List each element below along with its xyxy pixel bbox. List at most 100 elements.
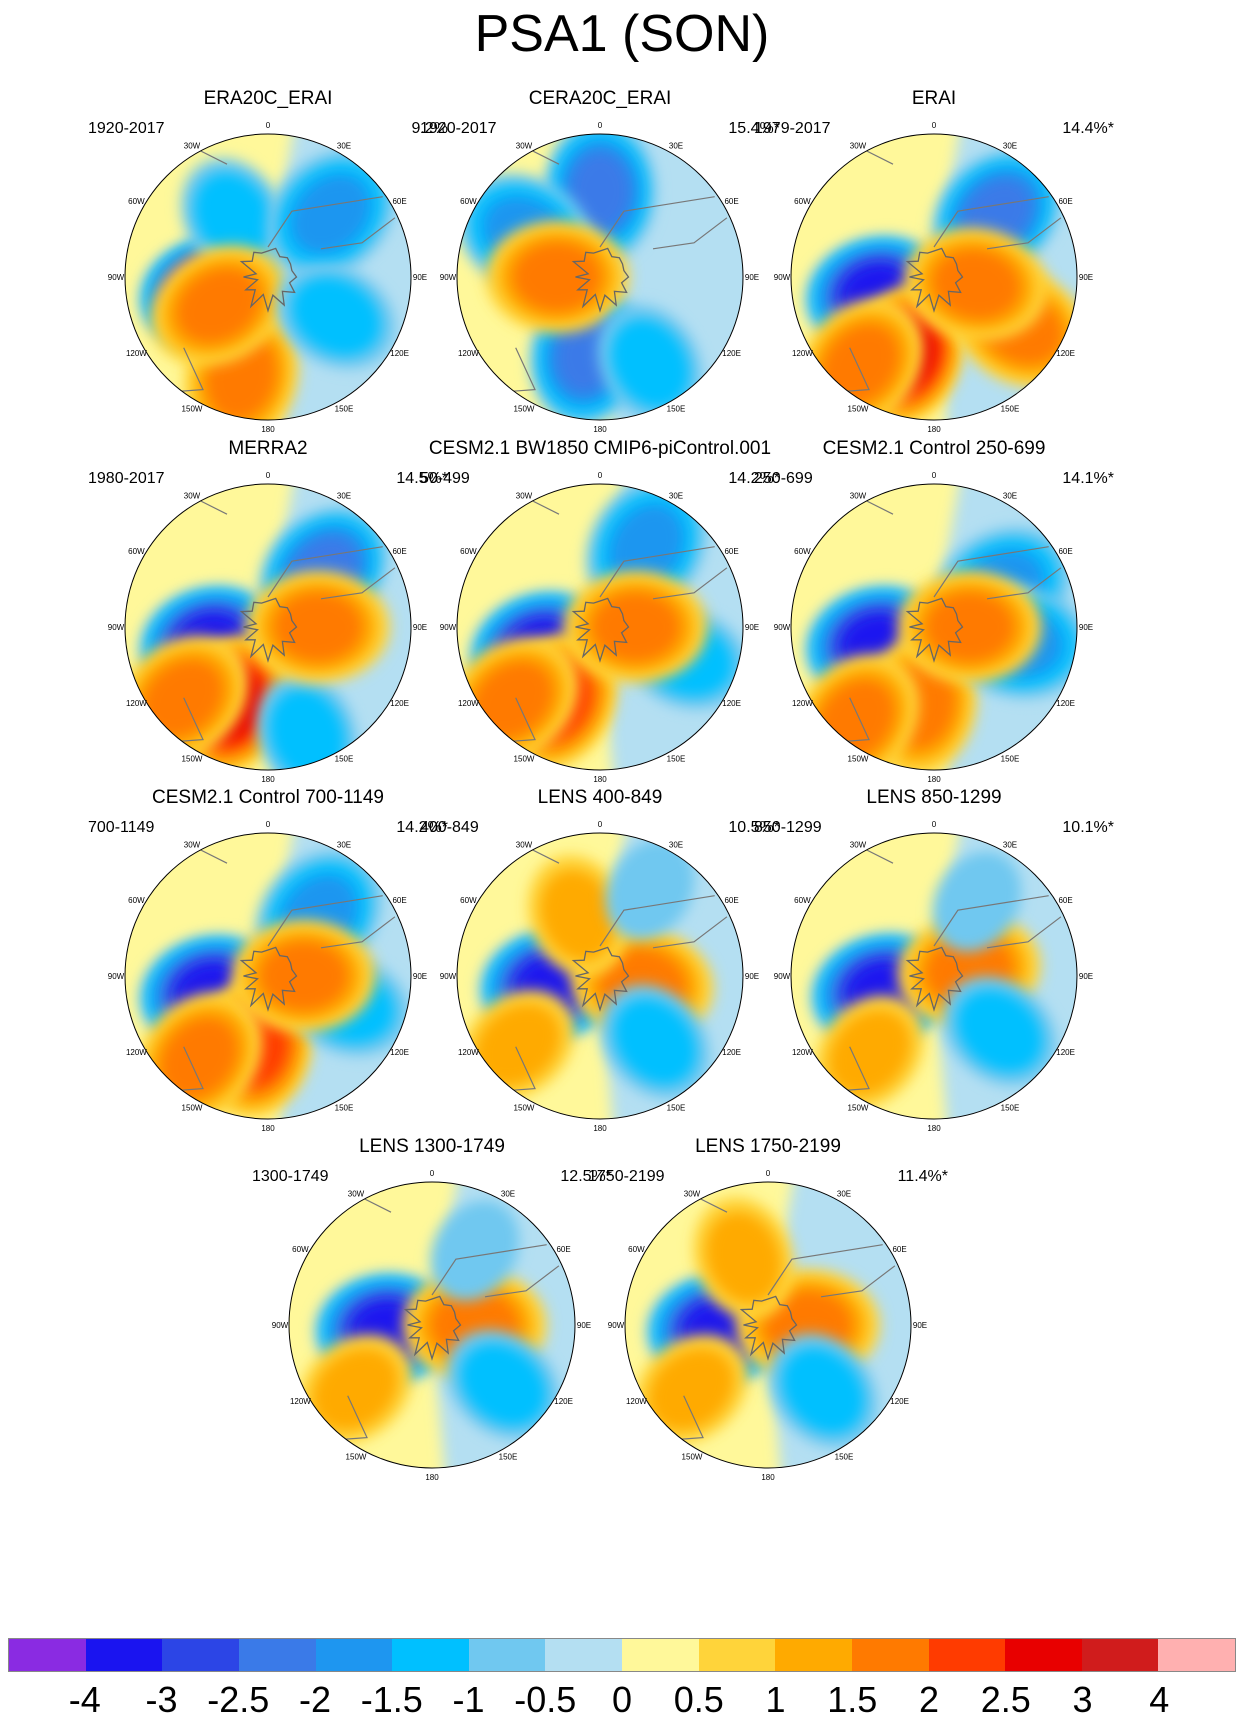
- longitude-label: 60E: [724, 896, 738, 905]
- anomaly-contour: [291, 276, 381, 356]
- map-panel: LENS 1750-2199 1750-2199 11.4%* 0 30E 60E 90E 1…: [588, 1136, 948, 1486]
- longitude-label: 30E: [337, 840, 351, 849]
- longitude-label: 150E: [667, 405, 686, 414]
- map-panel: CESM2.1 Control 700-1149 700-1149 14.2%* 0 3…: [88, 787, 448, 1137]
- longitude-label: 30W: [184, 491, 201, 500]
- longitude-label: 60W: [794, 547, 811, 556]
- colorbar-label: -0.5: [514, 1679, 577, 1720]
- longitude-label: 90E: [913, 1321, 927, 1330]
- continent-coastline: [933, 546, 1049, 598]
- polar-map: 0 30E 60E 90E 120E 150E 180 150W 120W 90W 60W 30W: [774, 121, 1093, 434]
- panel-period: 400-849: [420, 819, 479, 836]
- longitude-label: 60W: [128, 547, 145, 556]
- continent-coastline: [267, 196, 383, 248]
- antarctica-coastline: [571, 946, 630, 1012]
- colorbar-segment: [928, 1639, 1006, 1671]
- longitude-label: 180: [927, 775, 941, 784]
- longitude-label: 60E: [392, 896, 406, 905]
- anomaly-contour: [460, 1343, 547, 1427]
- colorbar-segment: [468, 1639, 546, 1671]
- anomaly-contour: [956, 989, 1043, 1073]
- longitude-label: 150E: [835, 1453, 854, 1462]
- continent-coastline: [986, 916, 1062, 949]
- colorbar-label: -2.5: [207, 1679, 270, 1720]
- colorbar-label: 0.5: [673, 1679, 724, 1720]
- colorbar-label: 1.5: [827, 1679, 878, 1720]
- polar-map: 0 30E 60E 90E 120E 150E 180 150W 120W 90W 60W 30W: [608, 1169, 927, 1482]
- longitude-label: 90W: [272, 1321, 289, 1330]
- longitude-label: 60W: [460, 547, 477, 556]
- longitude-label: 60E: [1058, 197, 1072, 206]
- longitude-label: 120E: [554, 1397, 573, 1406]
- anomaly-contour: [932, 851, 1022, 952]
- longitude-label: 0: [932, 820, 937, 829]
- antarctica-coastline: [239, 946, 298, 1012]
- colorbar-label: 1: [765, 1679, 786, 1720]
- colorbar-segment: [1005, 1639, 1082, 1671]
- panel-title: CESM2.1 BW1850 CMIP6-piControl.001: [428, 438, 772, 459]
- longitude-label: 120W: [458, 699, 479, 708]
- continent-coastline: [652, 916, 728, 949]
- colorbar-segment: [85, 1639, 163, 1671]
- longitude-label: 30E: [669, 491, 683, 500]
- colorbar-segment: [851, 1639, 929, 1671]
- longitude-label: 30W: [850, 840, 867, 849]
- longitude-label: 120W: [458, 349, 479, 358]
- map-panel: CESM2.1 Control 250-699 250-699 14.1%* 0 30E…: [754, 438, 1114, 788]
- longitude-label: 60E: [1058, 896, 1072, 905]
- continent-coastline: [652, 567, 728, 600]
- longitude-label: 90W: [440, 972, 457, 981]
- longitude-label: 150W: [848, 405, 869, 414]
- panel-variance-percent: 14.5%*: [396, 470, 448, 487]
- polar-map: 0 30E 60E 90E 120E 150E 180 150W 120W 90W 60W 30W: [108, 471, 427, 784]
- anomaly-contour: [925, 592, 1015, 662]
- anomaly-contour: [609, 504, 684, 589]
- longitude-label: 30W: [850, 491, 867, 500]
- longitude-label: 90W: [108, 623, 125, 632]
- continent-coastline: [820, 1265, 896, 1298]
- longitude-label: 60E: [1058, 547, 1072, 556]
- longitude-label: 0: [598, 471, 603, 480]
- panel-period: 1920-2017: [88, 120, 165, 137]
- map-panel: LENS 1300-1749 1300-1749 12.5%* 0 30E 60E 90E 1…: [252, 1136, 612, 1486]
- polar-map: 0 30E 60E 90E 120E 150E 180 150W 120W 90W 60W 30W: [108, 121, 427, 434]
- map-panel: LENS 400-849 400-849 10.5%* 0 30E 60E 90E 120E 1…: [420, 787, 780, 1137]
- antarctica-coastline: [571, 247, 630, 313]
- colorbar-label: -1: [452, 1679, 485, 1720]
- map-boundary: [124, 133, 412, 421]
- anomaly-contour: [781, 1347, 865, 1434]
- longitude-label: 90W: [440, 273, 457, 282]
- panel-title: ERA20C_ERAI: [203, 88, 333, 109]
- colorbar-segment: [238, 1639, 316, 1671]
- longitude-label: 0: [266, 471, 271, 480]
- antarctica-coastline: [905, 946, 964, 1012]
- longitude-label: 150W: [182, 1104, 203, 1113]
- anomaly-contour: [312, 1348, 399, 1431]
- longitude-label: 120W: [792, 699, 813, 708]
- longitude-label: 30E: [337, 491, 351, 500]
- polar-map: 0 30E 60E 90E 120E 150E 180 150W 120W 90W 60W 30W: [108, 820, 427, 1133]
- anomaly-contour: [828, 1009, 911, 1096]
- longitude-label: 0: [598, 820, 603, 829]
- continent-coastline: [986, 217, 1062, 250]
- longitude-label: 0: [766, 1169, 771, 1178]
- colorbar-label: -1.5: [360, 1679, 423, 1720]
- panel-title: ERAI: [911, 88, 957, 109]
- map-panel: ERA20C_ERAI 1920-2017 9.2% 0 30E 60E 90E 120E 15…: [88, 88, 448, 438]
- antarctica-coastline: [905, 247, 964, 313]
- anomaly-contour: [610, 319, 690, 409]
- panel-period: 700-1149: [88, 819, 155, 836]
- longitude-label: 60E: [392, 197, 406, 206]
- longitude-label: 180: [425, 1473, 439, 1482]
- panel-variance-percent: 10.1%*: [1062, 819, 1114, 836]
- map-panel: ERAI 1979-2017 14.4%* 0 30E 60E 90E 120E 150E 180…: [754, 88, 1114, 438]
- colorbar-label: 4: [1149, 1679, 1170, 1720]
- colorbar-segment: [698, 1639, 776, 1671]
- panel-title: CESM2.1 Control 250-699: [822, 438, 1046, 459]
- colorbar-segment: [622, 1639, 699, 1671]
- colorbar: [8, 1638, 1236, 1672]
- antarctica-coastline: [571, 597, 630, 663]
- anomaly-contour: [141, 659, 224, 738]
- longitude-label: 150E: [1001, 405, 1020, 414]
- colorbar-label: 2.5: [980, 1679, 1031, 1720]
